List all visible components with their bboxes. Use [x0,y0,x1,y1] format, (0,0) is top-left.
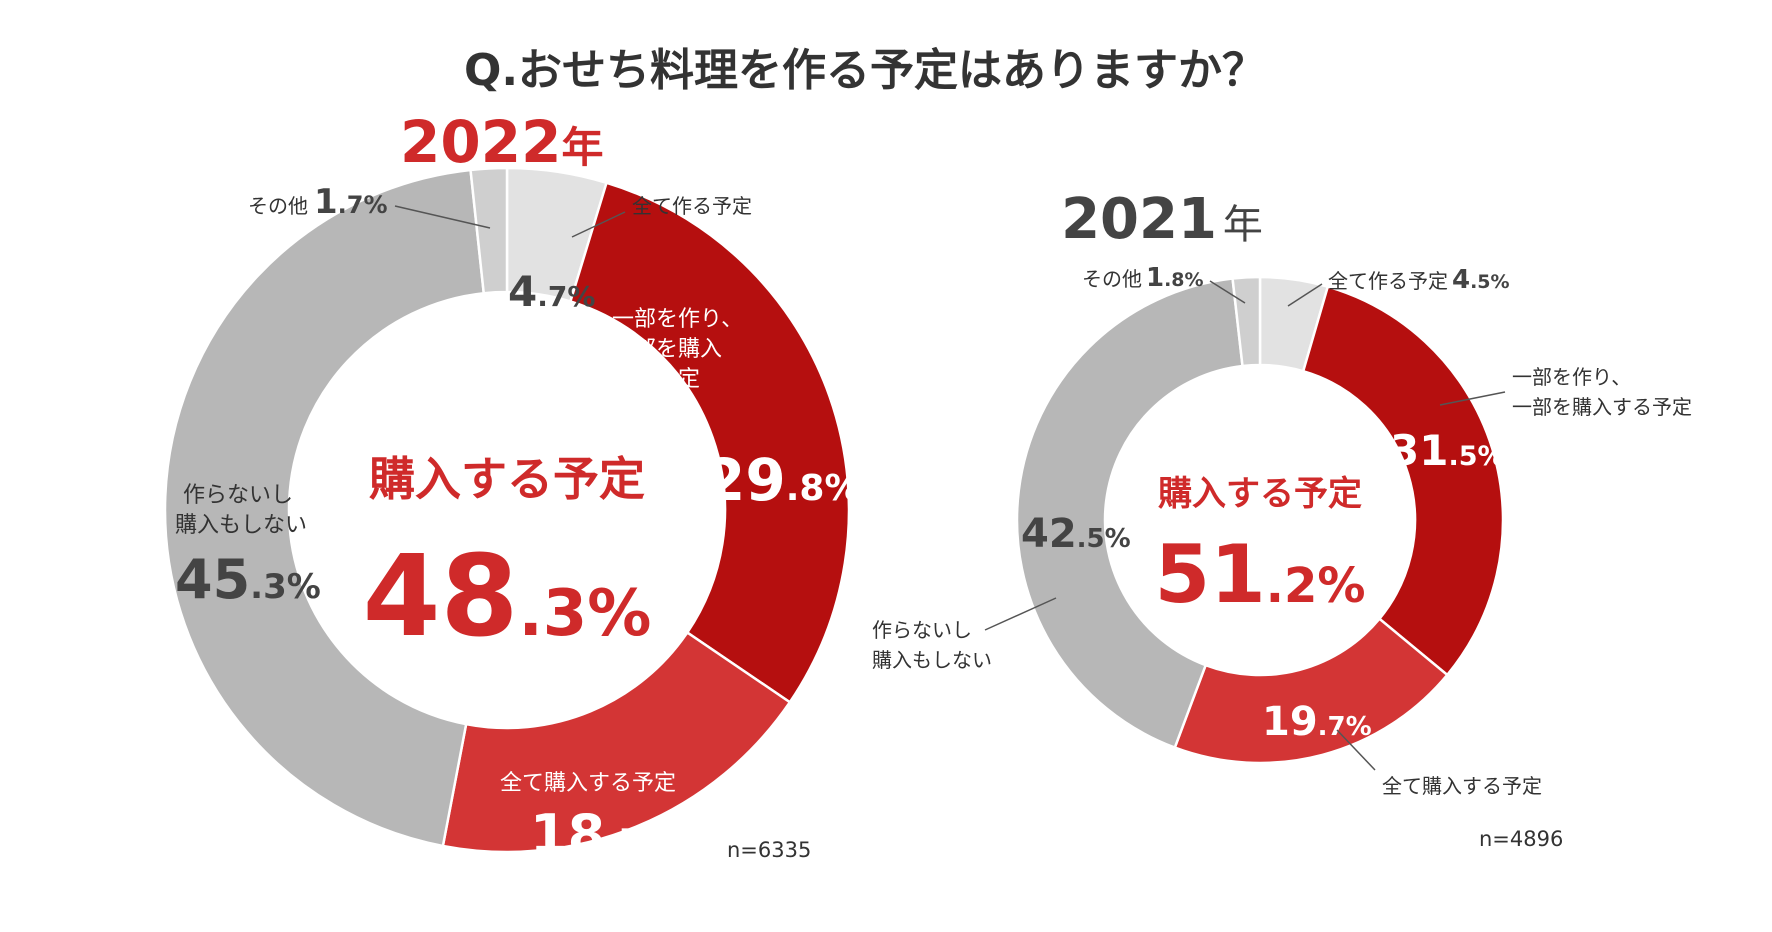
slice-partial-2021 [1301,285,1505,677]
label-other-text-2022: その他 [248,194,308,218]
value-partial-2022: 29.8% [705,446,861,514]
leader-all-buy-2021 [1336,729,1376,771]
value-all-make-2022: 4.7% [508,267,595,316]
slice-other-2022 [469,166,509,295]
label-other-2021: その他 1.8% [1082,263,1204,293]
slice-all-buy-2022 [441,630,792,854]
year-title-2021: 2021 年 [1061,187,1263,252]
leader-partial-2021 [1439,391,1506,406]
value-all-make-dec-2022: .7% [537,280,595,313]
value-none-dec-2021: .5% [1077,524,1131,554]
leader-all-make-2022 [571,211,626,238]
center-label-2022: 購入する予定 [369,452,645,506]
value-none-int-2022: 45 [175,548,250,611]
leader-none-2021 [984,597,1057,631]
slices-2021 [1015,275,1505,765]
label-none-2021-l1: 作らないし [872,618,972,642]
value-all-make-int-2022: 4 [508,267,537,316]
label-all-buy-2022: 全て購入する予定 [500,771,676,796]
label-partial-2022-l1: 一部を作り、 [612,307,743,332]
label-all-make-2021: 全て作る予定 4.5% [1328,265,1510,295]
value-all-buy-2021: 19.7% [1262,699,1372,745]
value-partial-dec-2021: .5% [1448,441,1504,472]
label-partial-2021-l2: 一部を購入する予定 [1512,395,1692,419]
value-partial-dec-2022: .8% [786,468,861,509]
slice-partial-2022 [568,181,851,704]
year-number-2021: 2021 [1061,187,1217,252]
value-none-dec-2022: .3% [250,567,321,607]
center-label-2021: 購入する予定 [1158,474,1362,514]
donut-2021: 2021 年 購入する予定 51.2% その他 1.8% 全て作る予定 4.5% 一部… [872,187,1692,851]
leader-other-2022 [394,205,491,229]
value-all-make-int-2021: 4 [1452,265,1470,295]
label-none-2022-l2: 購入もしない [175,513,307,538]
sample-size-2022: n=6335 [727,838,811,862]
leader-all-make-2021 [1287,283,1323,307]
label-none-2021-l2: 購入もしない [872,648,992,672]
value-partial-2021: 31.5% [1390,426,1505,475]
value-all-buy-2022: 18.5% [530,803,676,866]
value-other-dec-2021: .8% [1164,269,1203,291]
chart-title: Q.おせち料理を作る予定はありますか？ [464,45,1266,96]
donut-2022: 2022年 購入する予定 48.3% その他 1.7% 全て作る予定 4.7% 一… [163,108,861,866]
label-none-2022-l1: 作らないし [183,483,293,508]
label-other-text-2021: その他 [1082,267,1142,291]
year-suffix-2022: 年 [561,123,603,172]
slices-2022 [163,166,851,854]
value-all-buy-int-2022: 18 [530,803,605,866]
label-partial-2021-l1: 一部を作り、 [1512,365,1631,389]
year-title-2022: 2022年 [400,108,603,176]
value-all-buy-int-2021: 19 [1262,699,1318,745]
year-number-2022: 2022 [400,108,561,176]
value-all-buy-dec-2021: .7% [1318,712,1372,742]
slice-all-buy-2021 [1173,617,1449,765]
value-other-int-2021: 1 [1146,263,1164,293]
value-partial-int-2021: 31 [1390,426,1448,475]
label-other-2022: その他 1.7% [248,182,388,222]
center-value-int-2022: 48 [363,532,519,662]
value-none-int-2021: 42 [1021,511,1077,557]
value-none-2021: 42.5% [1021,511,1131,557]
value-other-int-2022: 1 [314,182,338,222]
center-value-dec-2021: .2% [1266,558,1366,614]
value-all-make-dec-2021: .5% [1470,271,1509,293]
label-all-make-text-2021: 全て作る予定 [1328,269,1448,293]
slice-none-2021 [1015,277,1244,750]
label-all-make-2022: 全て作る予定 [632,194,752,218]
center-value-2021: 51.2% [1154,528,1365,621]
center-value-int-2021: 51 [1154,528,1265,621]
value-none-2022: 45.3% [175,548,321,611]
value-partial-int-2022: 29 [705,446,786,514]
leader-other-2021 [1209,280,1246,304]
year-suffix-2021: 年 [1223,202,1263,248]
sample-size-2021: n=4896 [1479,827,1563,851]
slice-none-2022 [163,168,486,848]
value-other-dec-2022: .7% [338,191,388,219]
label-partial-2022-l3: する予定 [612,367,700,392]
center-value-2022: 48.3% [363,532,652,662]
label-all-buy-2021: 全て購入する予定 [1382,774,1542,798]
value-all-buy-dec-2022: .5% [605,822,676,862]
label-partial-2022-l2: 一部を購入 [612,337,722,362]
center-value-dec-2022: .3% [518,577,651,651]
